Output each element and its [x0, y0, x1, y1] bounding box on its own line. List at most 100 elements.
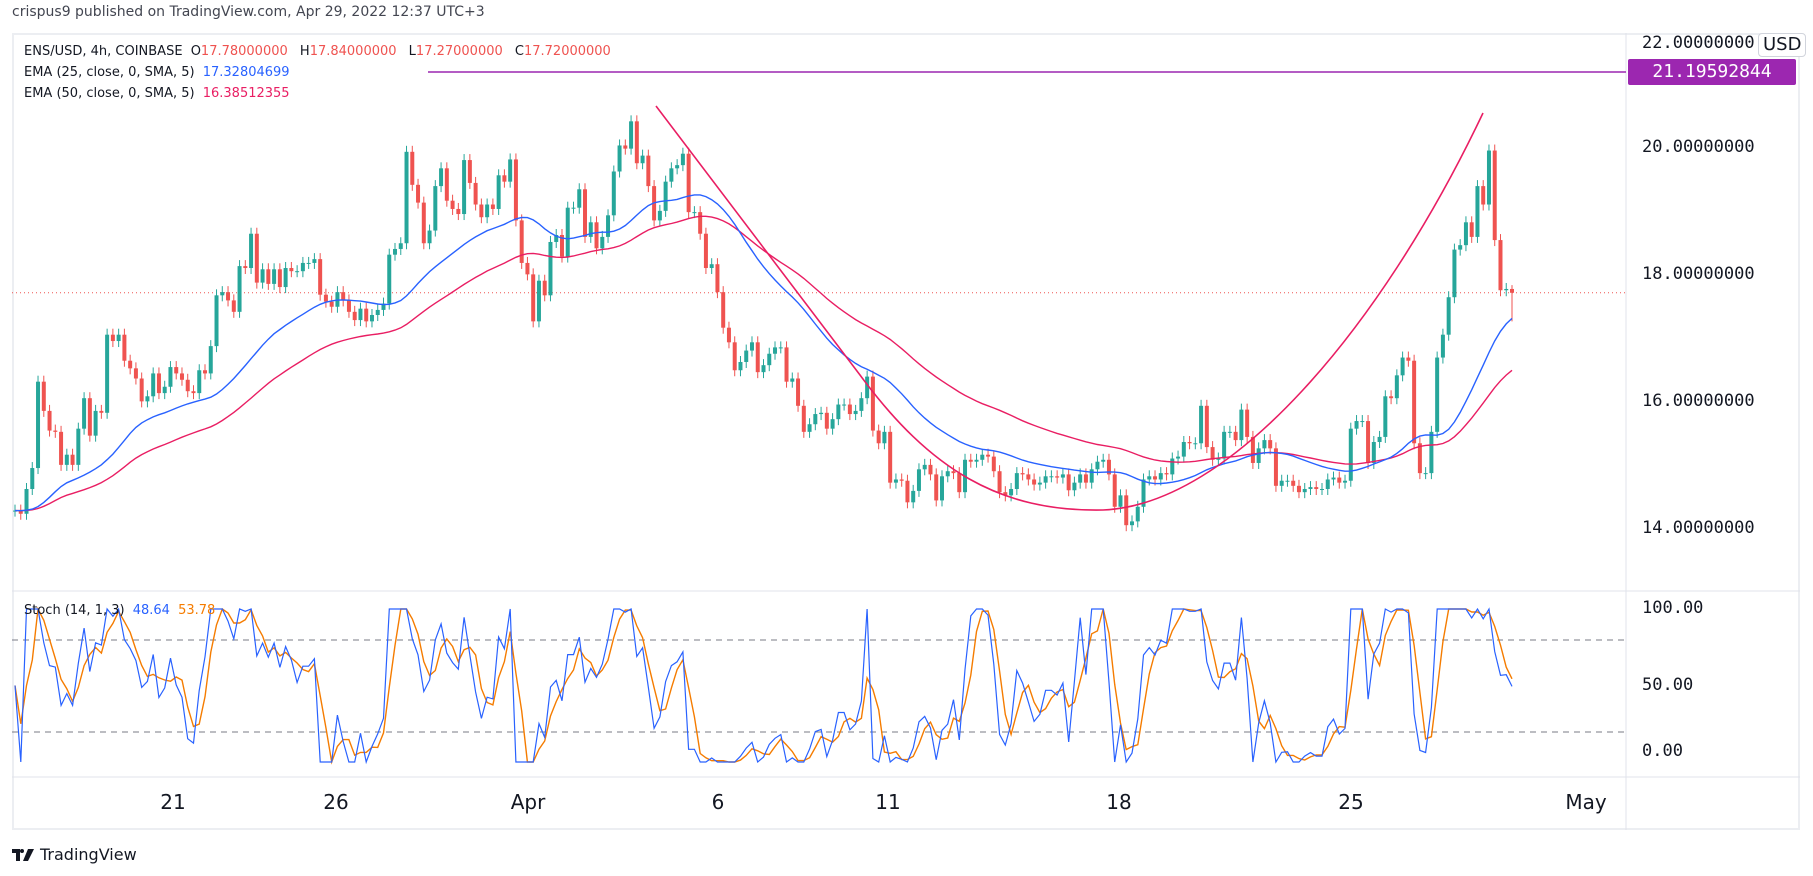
candle[interactable]: [1302, 482, 1307, 499]
candle[interactable]: [807, 418, 812, 438]
candle[interactable]: [24, 482, 29, 520]
candle[interactable]: [686, 147, 691, 219]
candle[interactable]: [1032, 473, 1037, 491]
candle[interactable]: [110, 328, 115, 348]
candle[interactable]: [870, 370, 875, 437]
candle[interactable]: [709, 258, 714, 275]
candle[interactable]: [606, 209, 611, 243]
candle[interactable]: [692, 206, 697, 219]
candle[interactable]: [226, 286, 231, 307]
stoch-axis-label[interactable]: 50.00: [1642, 674, 1694, 695]
candle[interactable]: [456, 202, 461, 221]
candle[interactable]: [513, 153, 518, 227]
candle[interactable]: [358, 302, 363, 327]
candle[interactable]: [703, 227, 708, 275]
price-axis-label[interactable]: 20.00000000: [1642, 137, 1755, 157]
candle[interactable]: [1245, 403, 1250, 443]
candle[interactable]: [1124, 489, 1129, 532]
candle[interactable]: [657, 204, 662, 227]
candle[interactable]: [1475, 180, 1480, 243]
candle[interactable]: [1308, 481, 1313, 495]
candle[interactable]: [1037, 476, 1042, 491]
candle[interactable]: [364, 302, 369, 328]
candle[interactable]: [790, 372, 795, 388]
candle[interactable]: [1262, 434, 1267, 455]
candle[interactable]: [329, 295, 334, 313]
candle[interactable]: [277, 263, 282, 294]
candle[interactable]: [393, 242, 398, 261]
tradingview-logo[interactable]: TradingView: [12, 845, 137, 864]
candle[interactable]: [220, 286, 225, 302]
candle[interactable]: [116, 328, 121, 348]
candle[interactable]: [824, 406, 829, 435]
candle[interactable]: [571, 201, 576, 214]
candle[interactable]: [1233, 425, 1238, 447]
candle[interactable]: [404, 145, 409, 250]
candle[interactable]: [203, 364, 208, 380]
candle[interactable]: [738, 355, 743, 377]
candle[interactable]: [76, 422, 81, 471]
candle[interactable]: [1360, 415, 1365, 428]
candle[interactable]: [1463, 216, 1468, 252]
candle[interactable]: [767, 347, 772, 372]
candle[interactable]: [197, 364, 202, 400]
candle[interactable]: [1187, 436, 1192, 450]
candle[interactable]: [249, 227, 254, 275]
candle[interactable]: [554, 228, 559, 248]
candle[interactable]: [508, 153, 513, 188]
candle[interactable]: [243, 260, 248, 275]
candle[interactable]: [968, 453, 973, 468]
candle[interactable]: [1181, 436, 1186, 463]
candle[interactable]: [1406, 351, 1411, 367]
candle[interactable]: [548, 235, 553, 302]
candle[interactable]: [1469, 216, 1474, 243]
candle[interactable]: [1003, 486, 1008, 502]
candle[interactable]: [1026, 468, 1031, 486]
candle[interactable]: [133, 362, 138, 385]
candle[interactable]: [1412, 354, 1417, 450]
candle[interactable]: [1009, 482, 1014, 502]
time-axis-label[interactable]: 26: [323, 790, 349, 814]
candle[interactable]: [289, 262, 294, 278]
candle[interactable]: [1481, 180, 1486, 211]
candle[interactable]: [479, 198, 484, 224]
candle[interactable]: [1216, 452, 1221, 466]
candle[interactable]: [732, 336, 737, 377]
candle[interactable]: [980, 448, 985, 466]
candle[interactable]: [1199, 399, 1204, 450]
candle[interactable]: [421, 196, 426, 250]
candle[interactable]: [893, 473, 898, 489]
candle[interactable]: [1020, 467, 1025, 481]
candle[interactable]: [842, 398, 847, 411]
candle[interactable]: [168, 361, 173, 393]
candle[interactable]: [375, 303, 380, 322]
candle[interactable]: [1319, 482, 1324, 495]
candle[interactable]: [41, 375, 46, 417]
candle[interactable]: [30, 462, 35, 495]
price-axis-label[interactable]: 22.00000000: [1642, 33, 1755, 53]
candle[interactable]: [318, 253, 323, 301]
candle[interactable]: [744, 344, 749, 368]
candle[interactable]: [721, 286, 726, 334]
price-axis-label[interactable]: 16.00000000: [1642, 391, 1755, 411]
candle[interactable]: [496, 169, 501, 215]
candle[interactable]: [611, 165, 616, 222]
candle[interactable]: [70, 448, 75, 471]
ema25-legend[interactable]: EMA (25, close, 0, SMA, 5) 17.32804699: [24, 65, 294, 80]
candle[interactable]: [82, 392, 87, 435]
stoch-axis-label[interactable]: 100.00: [1642, 598, 1704, 618]
candle[interactable]: [1389, 390, 1394, 405]
candle[interactable]: [427, 224, 432, 250]
candle[interactable]: [444, 162, 449, 207]
candle[interactable]: [726, 321, 731, 349]
candle[interactable]: [185, 373, 190, 398]
candle[interactable]: [899, 473, 904, 487]
candle[interactable]: [836, 398, 841, 426]
candle[interactable]: [669, 162, 674, 188]
candle[interactable]: [1331, 471, 1336, 486]
candle[interactable]: [1106, 453, 1111, 481]
candle[interactable]: [1055, 470, 1060, 484]
time-axis-label[interactable]: 25: [1338, 790, 1364, 814]
candle[interactable]: [934, 468, 939, 507]
candle[interactable]: [1158, 467, 1163, 486]
